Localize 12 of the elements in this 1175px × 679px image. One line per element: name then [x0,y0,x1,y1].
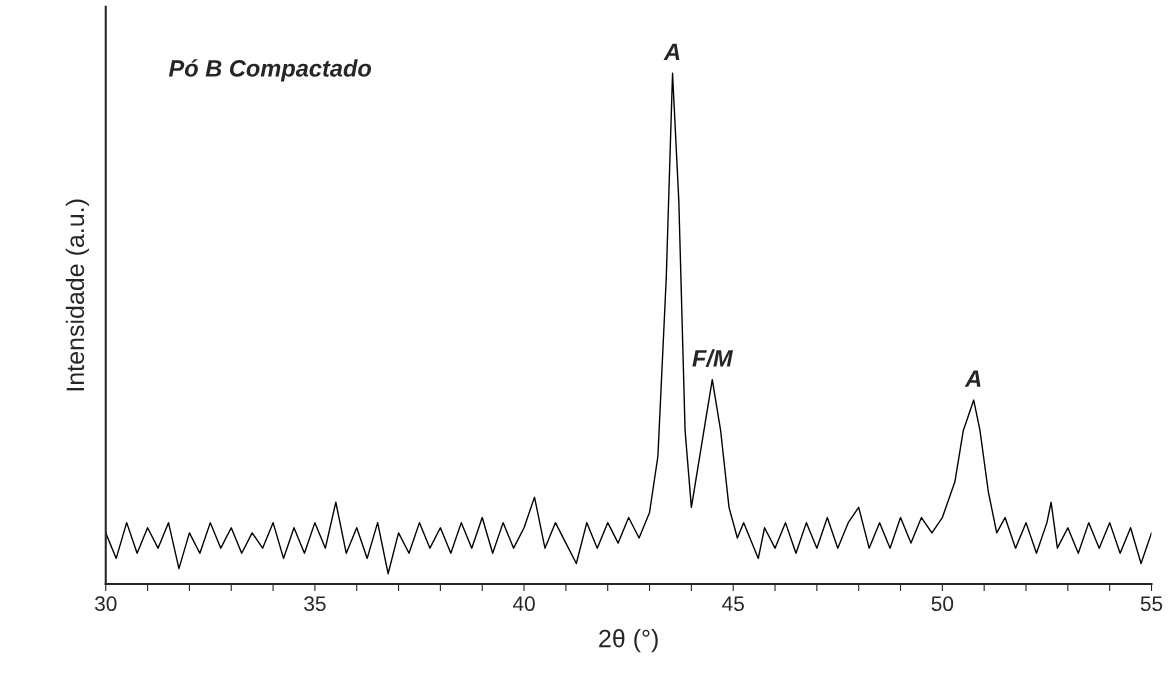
x-tick-label: 50 [931,596,954,612]
x-tick-label: 55 [1140,596,1163,612]
x-axis-title: 2θ (°) [599,629,658,653]
annotation: A [964,370,981,387]
x-tick-label: 35 [304,596,326,612]
y-axis-title: Intensidade (a.u.) [65,199,90,391]
annotation: F/M [692,349,734,367]
x-tick-label: 45 [722,596,744,612]
annotation: A [663,43,680,60]
x-tick-label: 30 [94,596,117,612]
x-tick-label: 40 [512,596,535,612]
annotation: Pó B Compactado [168,59,372,82]
